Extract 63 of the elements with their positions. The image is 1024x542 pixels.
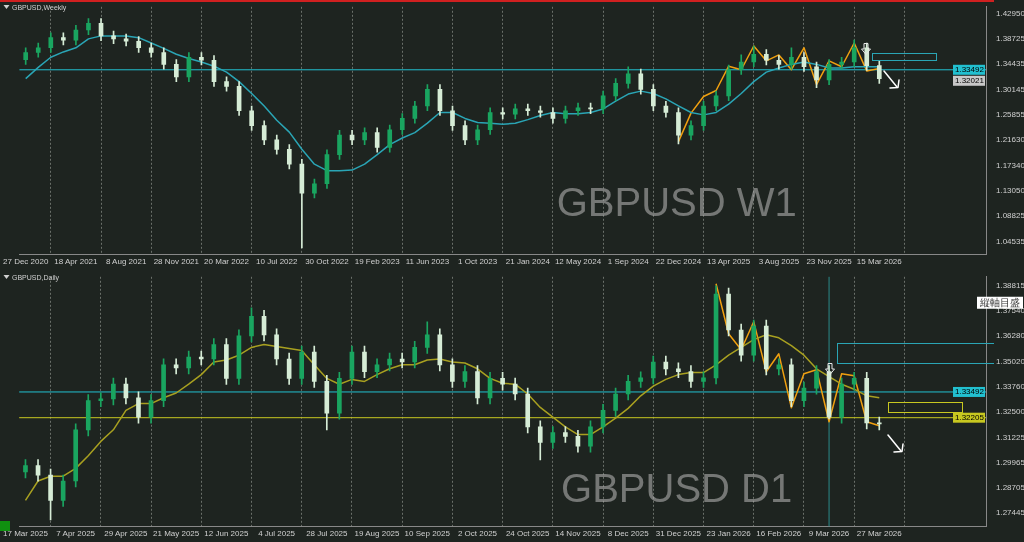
x-tick-label: 4 Jul 2025	[258, 529, 296, 539]
ref-line-label: 1.32205	[955, 412, 985, 422]
x-tick-label: 19 Aug 2025	[354, 529, 401, 539]
x-tick-label: 8 Aug 2021	[105, 257, 147, 267]
x-tick-label: 12 May 2024	[554, 257, 602, 267]
x-tick-label: 27 Mar 2026	[856, 529, 903, 539]
y-tick-label: 1.17340	[996, 160, 1024, 170]
x-tick-label: 11 Jun 2023	[405, 257, 450, 267]
y-tick-label: 1.29965	[996, 457, 1024, 467]
x-tick-label: 1 Oct 2023	[458, 257, 498, 267]
y-tick-label: 1.32500	[996, 407, 1024, 416]
y-tick-label: 1.34435	[996, 59, 1024, 69]
y-tick-label: 1.25855	[996, 110, 1024, 120]
x-tick-label: 24 Oct 2025	[505, 529, 551, 539]
x-tick-label: 2 Oct 2025	[457, 529, 498, 539]
x-tick-label: 9 Mar 2026	[808, 529, 850, 539]
y-tick-label: 1.21630	[996, 135, 1024, 145]
x-tick-label: 12 Jun 2025	[204, 529, 249, 539]
x-tick-label: 29 Apr 2025	[104, 529, 149, 539]
y-tick-label: 1.04535	[996, 236, 1024, 246]
x-tick-label: 18 Apr 2021	[54, 257, 99, 267]
y-tick-label: 1.37540	[996, 306, 1024, 316]
x-tick-label: 30 Oct 2022	[305, 257, 350, 267]
y-tick-label: 1.31225	[996, 432, 1024, 442]
text: 1.32021	[955, 75, 985, 85]
y-tick-label: 1.30145	[996, 84, 1024, 94]
x-tick-label: 22 Dec 2024	[655, 257, 702, 267]
ref-line-label: 1.33492	[955, 387, 985, 397]
y-tick-label: 1.36280	[996, 331, 1024, 341]
y-tick-label: 1.13050	[996, 186, 1024, 196]
text: 縦軸目盛	[979, 296, 1020, 308]
x-tick-label: 27 Dec 2020	[3, 257, 49, 267]
x-tick-label: 17 Mar 2025	[3, 529, 49, 539]
x-tick-label: 7 Apr 2025	[56, 529, 96, 539]
y-tick-label: 1.38815	[996, 280, 1024, 290]
text: GBPUSD W1	[556, 179, 797, 224]
x-tick-label: 16 Feb 2026	[756, 529, 802, 539]
x-tick-label: 23 Nov 2025	[806, 257, 853, 267]
y-tick-label: 1.38725	[996, 33, 1024, 43]
x-tick-label: 8 Dec 2025	[607, 529, 650, 539]
x-tick-label: 31 Dec 2025	[655, 529, 702, 539]
y-tick-label: 1.08825	[996, 211, 1024, 221]
y-tick-label: 1.35020	[996, 356, 1024, 366]
x-tick-label: 10 Jul 2022	[256, 257, 298, 267]
x-tick-label: 14 Nov 2025	[555, 529, 602, 539]
ref-line-label: 1.33492	[955, 64, 985, 74]
x-tick-label: 21 Jan 2024	[505, 257, 551, 267]
y-tick-label: 1.33760	[996, 381, 1024, 391]
x-tick-label: 28 Jul 2025	[306, 529, 349, 539]
x-tick-label: 21 May 2025	[153, 529, 200, 539]
x-tick-label: 20 Mar 2022	[204, 257, 250, 267]
x-tick-label: 23 Jan 2026	[706, 529, 752, 539]
x-tick-label: 3 Aug 2025	[758, 257, 800, 267]
y-tick-label: 1.27445	[996, 508, 1024, 518]
x-tick-label: 15 Mar 2026	[856, 257, 903, 267]
x-tick-label: 28 Nov 2021	[153, 257, 200, 267]
x-tick-label: 1 Sep 2024	[607, 257, 650, 267]
x-tick-label: 13 Apr 2025	[707, 257, 751, 267]
x-tick-label: 10 Sep 2025	[404, 529, 451, 539]
text: GBPUSD D1	[561, 466, 793, 511]
y-tick-label: 1.28705	[996, 482, 1024, 492]
x-tick-label: 19 Feb 2023	[354, 257, 401, 267]
y-tick-label: 1.42950	[996, 8, 1024, 18]
